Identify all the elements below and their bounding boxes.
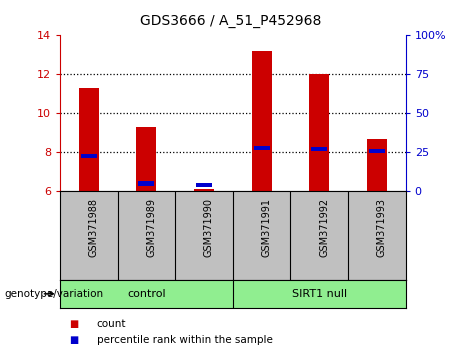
Bar xyxy=(369,149,385,153)
Bar xyxy=(194,189,214,191)
Bar xyxy=(233,280,406,308)
Bar xyxy=(309,74,329,191)
Text: SIRT1 null: SIRT1 null xyxy=(292,289,347,299)
Text: GSM371988: GSM371988 xyxy=(89,198,99,257)
Text: GSM371989: GSM371989 xyxy=(146,198,156,257)
Text: control: control xyxy=(127,289,165,299)
Bar xyxy=(138,181,154,185)
Text: count: count xyxy=(97,319,126,329)
Bar xyxy=(252,51,272,191)
Text: GSM371990: GSM371990 xyxy=(204,198,214,257)
Text: genotype/variation: genotype/variation xyxy=(5,289,104,299)
Text: GSM371991: GSM371991 xyxy=(262,198,272,257)
Bar xyxy=(79,88,99,191)
Bar xyxy=(254,146,270,150)
Text: GDS3666 / A_51_P452968: GDS3666 / A_51_P452968 xyxy=(140,14,321,28)
Bar xyxy=(81,154,97,158)
Bar xyxy=(196,183,212,188)
Text: ■: ■ xyxy=(69,335,78,345)
Text: GSM371993: GSM371993 xyxy=(377,198,387,257)
Text: percentile rank within the sample: percentile rank within the sample xyxy=(97,335,273,345)
Text: GSM371992: GSM371992 xyxy=(319,198,329,257)
Bar xyxy=(367,139,387,191)
Text: ■: ■ xyxy=(69,319,78,329)
Bar xyxy=(60,280,233,308)
Bar xyxy=(311,147,327,152)
Bar xyxy=(136,127,156,191)
